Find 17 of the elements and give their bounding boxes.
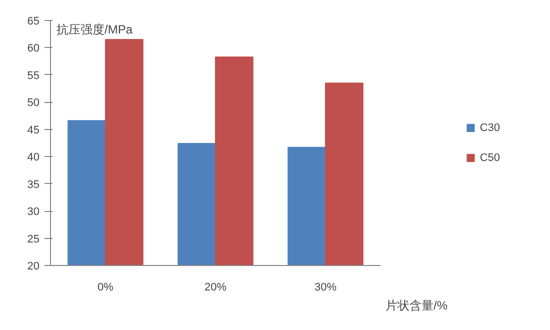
x-axis-title: 片状含量/% [386, 298, 448, 312]
legend-label: C30 [480, 122, 500, 134]
y-tick-label: 50 [27, 97, 40, 110]
y-tick-label: 30 [27, 206, 40, 218]
legend-label: C50 [480, 152, 500, 164]
y-tick-label: 20 [27, 260, 40, 272]
y-tick-label: 25 [27, 233, 40, 246]
x-tick-label: 0% [98, 282, 114, 294]
y-tick-label: 45 [27, 124, 40, 136]
y-axis-title: 抗压强度/MPa [56, 22, 133, 36]
y-tick-label: 65 [27, 16, 40, 28]
y-tick-label: 55 [27, 70, 40, 82]
y-tick-label: 35 [27, 178, 40, 191]
x-tick-label: 30% [314, 282, 337, 294]
y-tick-label: 40 [27, 152, 40, 164]
x-tick-label: 20% [204, 282, 227, 294]
y-tick-label: 60 [27, 42, 40, 55]
